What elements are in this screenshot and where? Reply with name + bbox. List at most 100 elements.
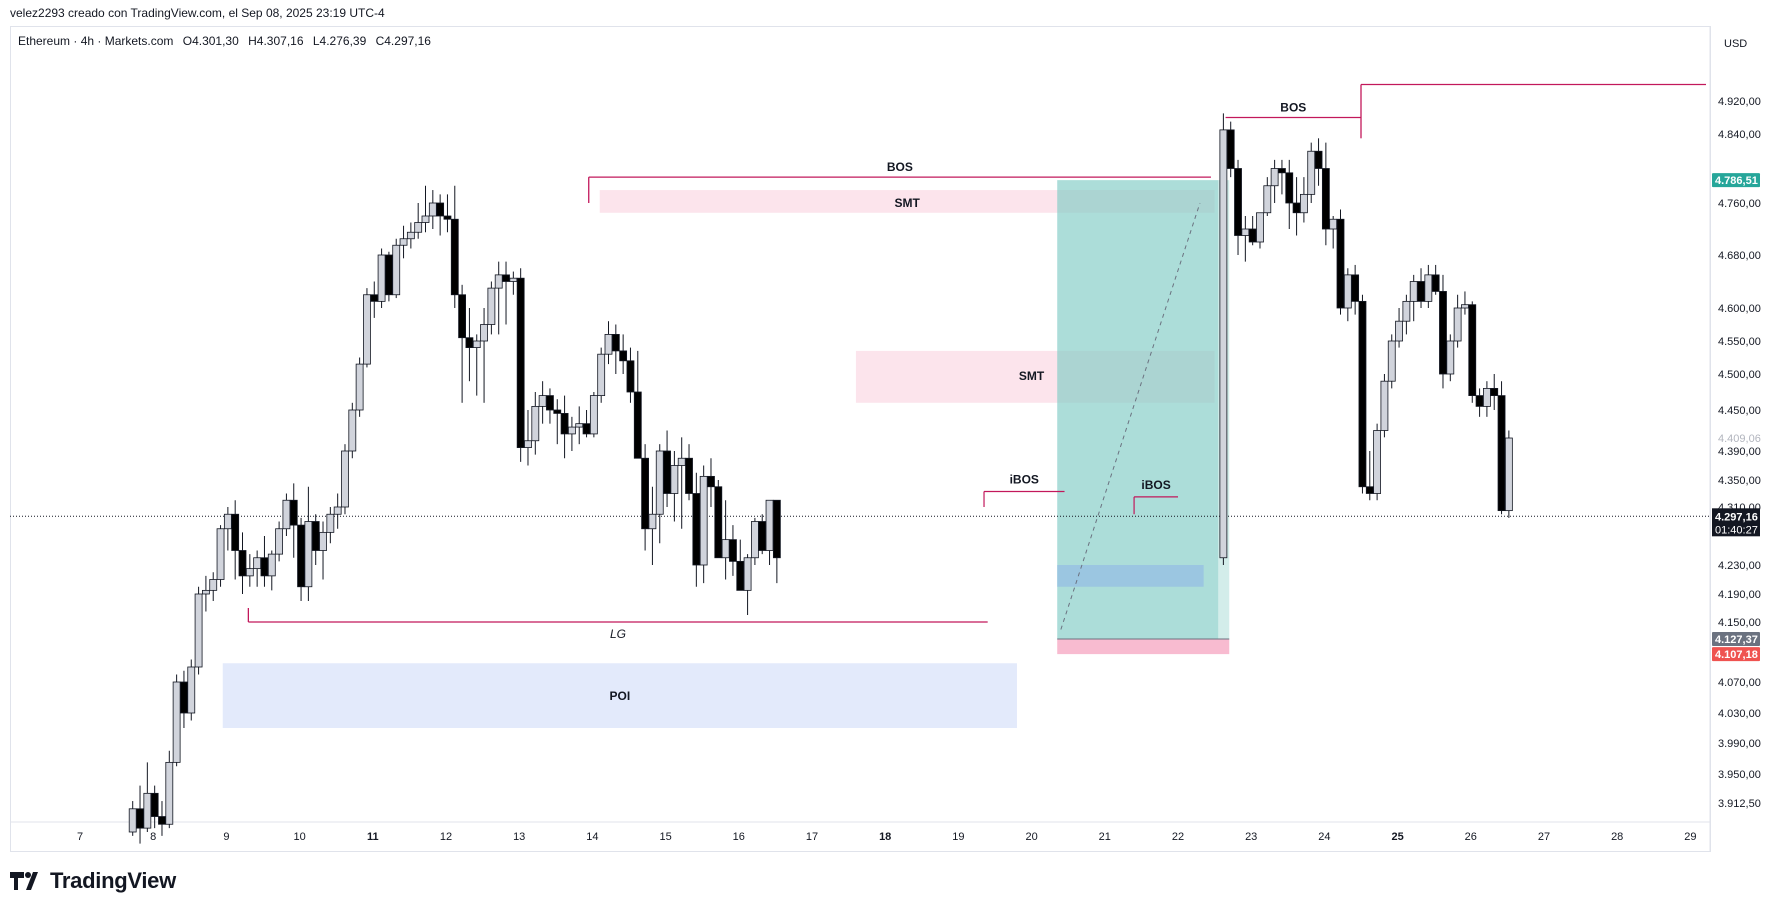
candle-body[interactable] <box>568 426 576 435</box>
tradingview-logo[interactable]: TradingView <box>10 868 176 894</box>
candle-body[interactable] <box>516 277 525 448</box>
candle-body[interactable] <box>143 792 152 829</box>
candle-body[interactable] <box>589 395 598 435</box>
candle-body[interactable] <box>194 593 203 668</box>
candle-body[interactable] <box>297 524 305 588</box>
candle-body[interactable] <box>1278 168 1286 174</box>
candle-body[interactable] <box>707 475 715 488</box>
candle-body[interactable] <box>1241 228 1250 236</box>
candle-body[interactable] <box>326 513 335 533</box>
candle-body[interactable] <box>428 202 437 217</box>
candle-body[interactable] <box>399 238 408 246</box>
candle-body[interactable] <box>1343 274 1352 309</box>
candle-body[interactable] <box>289 499 298 526</box>
candle-body[interactable] <box>1453 307 1462 342</box>
long-position-target-zone[interactable] <box>1057 180 1219 639</box>
candle-body[interactable] <box>1402 300 1411 322</box>
candle-body[interactable] <box>253 557 262 570</box>
candle-body[interactable] <box>1439 291 1447 375</box>
candle-body[interactable] <box>421 215 430 223</box>
candle-body[interactable] <box>502 274 510 282</box>
candle-body[interactable] <box>575 423 584 428</box>
candle-body[interactable] <box>1336 218 1345 309</box>
candle-body[interactable] <box>1468 304 1477 396</box>
candle-body[interactable] <box>699 475 708 566</box>
target-price-label-bg[interactable] <box>1712 173 1760 188</box>
candle-body[interactable] <box>685 457 693 494</box>
candle-body[interactable] <box>238 550 247 577</box>
candle-body[interactable] <box>275 528 284 555</box>
candle-body[interactable] <box>260 557 269 577</box>
candle-body[interactable] <box>1475 395 1484 407</box>
candle-body[interactable] <box>385 254 393 296</box>
candle-body[interactable] <box>136 808 144 829</box>
candle-body[interactable] <box>633 391 642 459</box>
candle-body[interactable] <box>721 539 730 559</box>
candle-body[interactable] <box>1417 281 1425 302</box>
candle-body[interactable] <box>1483 387 1491 407</box>
candle-body[interactable] <box>1226 129 1235 169</box>
candle-body[interactable] <box>743 557 752 591</box>
candle-body[interactable] <box>1373 430 1382 494</box>
candle-body[interactable] <box>729 539 737 562</box>
candle-body[interactable] <box>304 521 313 588</box>
candle-body[interactable] <box>1424 274 1433 302</box>
candle-body[interactable] <box>458 294 467 339</box>
candle-body[interactable] <box>436 202 445 217</box>
currency-label[interactable]: USD <box>1724 38 1748 50</box>
candle-body[interactable] <box>1380 380 1389 431</box>
candle-body[interactable] <box>1248 228 1257 243</box>
candle-body[interactable] <box>363 294 371 365</box>
candle-body[interactable] <box>341 450 349 508</box>
candle-body[interactable] <box>414 222 423 233</box>
candle-body[interactable] <box>677 457 686 466</box>
candle-body[interactable] <box>267 553 276 577</box>
candle-body[interactable] <box>663 450 671 494</box>
candle-body[interactable] <box>370 294 379 302</box>
candle-body[interactable] <box>611 333 620 352</box>
candle-body[interactable] <box>245 568 254 577</box>
candle-body[interactable] <box>128 808 137 833</box>
candle-body[interactable] <box>670 465 679 494</box>
candle-body[interactable] <box>377 254 386 302</box>
candle-body[interactable] <box>1409 281 1418 302</box>
candle-body[interactable] <box>1292 202 1301 214</box>
candle-body[interactable] <box>509 277 518 282</box>
candle-body[interactable] <box>231 513 240 551</box>
candle-body[interactable] <box>1314 150 1323 169</box>
candle-body[interactable] <box>765 499 774 551</box>
candle-body[interactable] <box>619 350 628 362</box>
candle-body[interactable] <box>648 513 657 530</box>
candle-body[interactable] <box>597 353 606 397</box>
candle-body[interactable] <box>1256 212 1264 243</box>
candle-body[interactable] <box>319 531 327 551</box>
candle-body[interactable] <box>406 231 415 240</box>
candle-body[interactable] <box>531 405 540 442</box>
candle-body[interactable] <box>282 499 291 530</box>
candle-body[interactable] <box>209 579 218 591</box>
candle-body[interactable] <box>692 493 701 566</box>
candle-body[interactable] <box>1365 486 1374 494</box>
candle-body[interactable] <box>1490 387 1499 396</box>
candle-body[interactable] <box>758 521 767 551</box>
candle-body[interactable] <box>538 395 547 407</box>
candle-body[interactable] <box>1219 129 1228 559</box>
candle-body[interactable] <box>443 215 452 220</box>
candle-body[interactable] <box>751 521 759 559</box>
candle-body[interactable] <box>480 324 488 342</box>
candle-body[interactable] <box>333 506 342 515</box>
candle-body[interactable] <box>150 792 159 817</box>
candle-body[interactable] <box>180 681 188 714</box>
current-price-tag-bg[interactable] <box>1712 508 1760 537</box>
candle-body[interactable] <box>1321 168 1330 230</box>
candle-body[interactable] <box>223 513 232 530</box>
entry-price-label-bg[interactable] <box>1712 631 1760 646</box>
candle-body[interactable] <box>1461 304 1469 309</box>
candle-body[interactable] <box>202 589 210 595</box>
candle-body[interactable] <box>1497 395 1506 512</box>
candle-body[interactable] <box>1351 274 1360 302</box>
candle-body[interactable] <box>641 457 650 530</box>
candle-body[interactable] <box>553 409 562 414</box>
stop-price-label-bg[interactable] <box>1712 647 1760 662</box>
candle-body[interactable] <box>348 409 357 452</box>
